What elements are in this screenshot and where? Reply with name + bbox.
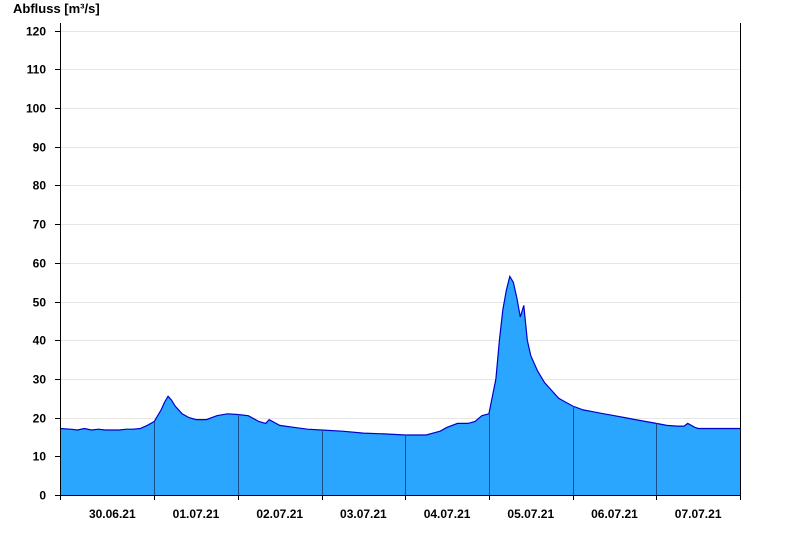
y-tick-label-80: 80 bbox=[33, 179, 47, 193]
x-tick-label-02.07.21: 02.07.21 bbox=[256, 507, 303, 521]
y-tick-label-90: 90 bbox=[33, 141, 47, 155]
axes bbox=[60, 23, 741, 496]
day-dividers bbox=[154, 406, 657, 495]
discharge-area bbox=[60, 276, 740, 495]
y-tick-label-100: 100 bbox=[26, 102, 46, 116]
y-tick-label-20: 20 bbox=[33, 412, 47, 426]
x-tick-label-04.07.21: 04.07.21 bbox=[424, 507, 471, 521]
x-tick-label-30.06.21: 30.06.21 bbox=[89, 507, 136, 521]
y-tick-label-50: 50 bbox=[33, 296, 47, 310]
x-tick-label-05.07.21: 05.07.21 bbox=[507, 507, 554, 521]
y-tick-label-60: 60 bbox=[33, 257, 47, 271]
y-tick-label-30: 30 bbox=[33, 373, 47, 387]
x-tick-label-03.07.21: 03.07.21 bbox=[340, 507, 387, 521]
y-tick-label-110: 110 bbox=[27, 63, 47, 77]
y-tick-label-70: 70 bbox=[33, 218, 47, 232]
y-tick-label-0: 0 bbox=[39, 489, 46, 503]
ticks: 0 10 20 30 40 50 60 70 80 90 100 110 120 30.06.21 01.0… bbox=[26, 25, 741, 521]
y-tick-label-120: 120 bbox=[26, 25, 46, 39]
x-tick-label-07.07.21: 07.07.21 bbox=[675, 507, 722, 521]
discharge-line bbox=[59, 274, 740, 436]
y-axis-label: Abfluss [m³/s] bbox=[13, 1, 100, 16]
area-layer bbox=[59, 274, 740, 495]
x-tick-label-01.07.21: 01.07.21 bbox=[173, 507, 220, 521]
x-tick-label-06.07.21: 06.07.21 bbox=[591, 507, 638, 521]
y-tick-label-10: 10 bbox=[33, 450, 47, 464]
y-tick-label-40: 40 bbox=[33, 334, 47, 348]
grid bbox=[60, 31, 740, 457]
